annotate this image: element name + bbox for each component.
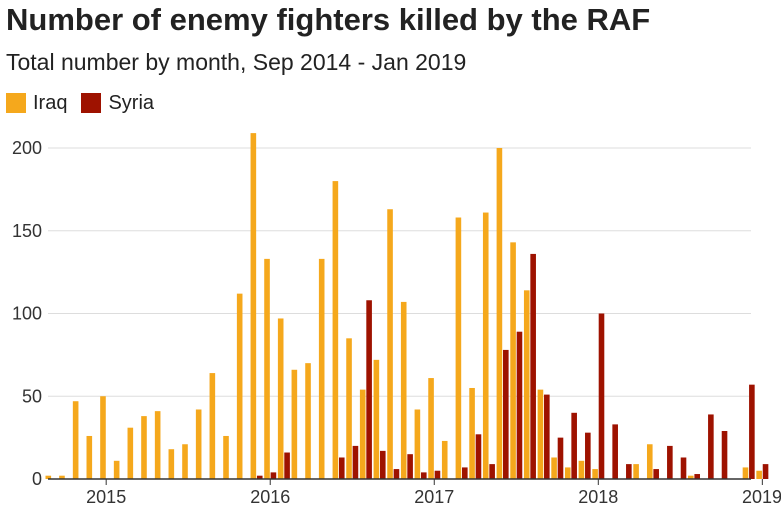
y-tick-label: 150 bbox=[12, 221, 42, 241]
bar-iraq-jan-2015 bbox=[100, 396, 106, 479]
legend-label-syria: Syria bbox=[108, 91, 155, 114]
y-tick-label: 200 bbox=[12, 138, 42, 158]
bar-iraq-dec-2015 bbox=[250, 133, 257, 480]
bar-syria-oct-2017 bbox=[557, 437, 564, 480]
bar-iraq-jan-2018 bbox=[592, 469, 598, 479]
x-tick-label: 2017 bbox=[414, 487, 454, 507]
bar-iraq-may-2016 bbox=[318, 258, 325, 479]
bar-iraq-sep-2016 bbox=[373, 359, 380, 479]
bar-iraq-nov-2015 bbox=[236, 293, 243, 479]
bar-syria-aug-2018 bbox=[694, 474, 700, 479]
bar-iraq-may-2015 bbox=[154, 411, 161, 479]
bar-iraq-oct-2014 bbox=[59, 475, 65, 479]
bar-syria-aug-2016 bbox=[366, 300, 372, 479]
bar-iraq-aug-2017 bbox=[523, 290, 530, 479]
legend-item-syria: Syria bbox=[81, 92, 154, 115]
bar-iraq-apr-2017 bbox=[469, 387, 475, 480]
bar-iraq-sep-2017 bbox=[537, 389, 544, 479]
bar-iraq-feb-2017 bbox=[441, 440, 448, 479]
bar-iraq-jun-2016 bbox=[332, 181, 339, 479]
bar-iraq-feb-2016 bbox=[277, 318, 284, 479]
bar-iraq-mar-2017 bbox=[455, 217, 462, 479]
bar-syria-nov-2016 bbox=[407, 454, 413, 479]
bar-iraq-aug-2015 bbox=[195, 409, 202, 479]
bar-iraq-mar-2015 bbox=[127, 427, 134, 479]
bar-iraq-oct-2016 bbox=[387, 209, 393, 480]
bar-syria-dec-2018 bbox=[749, 384, 755, 479]
bar-iraq-jun-2017 bbox=[496, 148, 503, 479]
bar-iraq-jan-2017 bbox=[428, 378, 434, 479]
bar-syria-jan-2016 bbox=[270, 472, 277, 479]
bar-syria-apr-2017 bbox=[475, 434, 482, 479]
bar-syria-feb-2018 bbox=[612, 424, 618, 479]
bar-iraq-aug-2018 bbox=[687, 475, 694, 479]
bar-iraq-apr-2016 bbox=[305, 363, 311, 479]
bar-iraq-nov-2017 bbox=[564, 467, 571, 480]
bar-syria-jul-2017 bbox=[516, 331, 523, 479]
bar-iraq-dec-2014 bbox=[86, 435, 93, 479]
bar-iraq-jun-2015 bbox=[168, 449, 175, 479]
bar-iraq-jan-2016 bbox=[264, 258, 270, 479]
legend-swatch-syria bbox=[81, 93, 102, 113]
bar-syria-mar-2017 bbox=[462, 467, 468, 480]
bar-syria-jul-2018 bbox=[680, 457, 687, 480]
x-tick-label: 2018 bbox=[578, 487, 618, 507]
bar-iraq-dec-2017 bbox=[578, 460, 585, 480]
bar-iraq-apr-2018 bbox=[633, 464, 639, 479]
legend-item-iraq: Iraq bbox=[6, 92, 67, 115]
chart-title: Number of enemy fighters killed by the R… bbox=[6, 2, 651, 37]
bar-iraq-oct-2015 bbox=[223, 435, 229, 479]
bar-syria-sep-2016 bbox=[379, 450, 386, 480]
bar-iraq-dec-2018 bbox=[742, 467, 749, 480]
bar-syria-sep-2018 bbox=[708, 414, 714, 479]
y-tick-label: 0 bbox=[32, 469, 42, 489]
bar-iraq-apr-2015 bbox=[141, 416, 147, 479]
bar-syria-dec-2015 bbox=[256, 475, 263, 479]
bar-syria-jun-2017 bbox=[503, 349, 509, 479]
legend: Iraq Syria bbox=[6, 90, 168, 116]
bar-syria-aug-2017 bbox=[530, 253, 536, 479]
bar-syria-jan-2019 bbox=[762, 464, 769, 479]
x-tick-label: 2019 bbox=[742, 487, 781, 507]
bar-syria-may-2018 bbox=[653, 469, 659, 479]
bar-syria-feb-2016 bbox=[284, 452, 290, 479]
bar-syria-may-2017 bbox=[489, 464, 495, 479]
y-tick-label: 50 bbox=[22, 386, 42, 406]
bar-iraq-jul-2017 bbox=[510, 242, 516, 479]
x-tick-label: 2015 bbox=[86, 487, 126, 507]
bar-iraq-sep-2014 bbox=[45, 475, 52, 479]
bar-syria-dec-2017 bbox=[585, 432, 591, 479]
bar-iraq-aug-2016 bbox=[359, 389, 366, 479]
bar-iraq-nov-2016 bbox=[400, 301, 407, 479]
bar-syria-jun-2016 bbox=[338, 457, 345, 480]
bar-iraq-dec-2016 bbox=[414, 409, 421, 479]
bar-iraq-sep-2015 bbox=[209, 373, 216, 479]
legend-swatch-iraq bbox=[6, 93, 26, 113]
bar-syria-oct-2016 bbox=[393, 469, 400, 479]
bar-iraq-oct-2017 bbox=[551, 457, 557, 480]
y-tick-label: 100 bbox=[12, 304, 42, 324]
bar-syria-jan-2017 bbox=[434, 470, 441, 480]
bar-iraq-mar-2016 bbox=[291, 369, 298, 479]
bar-syria-jan-2018 bbox=[598, 313, 605, 479]
chart-subtitle: Total number by month, Sep 2014 - Jan 20… bbox=[6, 49, 467, 75]
bar-iraq-jan-2019 bbox=[756, 470, 762, 480]
bar-syria-jun-2018 bbox=[667, 445, 673, 479]
bar-syria-oct-2018 bbox=[721, 431, 728, 479]
bar-iraq-may-2018 bbox=[646, 444, 653, 480]
bar-syria-jul-2016 bbox=[352, 445, 359, 479]
bar-syria-nov-2017 bbox=[571, 412, 577, 479]
bar-syria-dec-2016 bbox=[420, 472, 427, 479]
bar-iraq-jul-2015 bbox=[182, 444, 188, 480]
bar-iraq-may-2017 bbox=[482, 212, 489, 480]
bar-syria-sep-2017 bbox=[544, 394, 550, 480]
bar-iraq-feb-2015 bbox=[113, 460, 120, 480]
legend-label-iraq: Iraq bbox=[33, 91, 68, 114]
bar-iraq-nov-2014 bbox=[72, 401, 79, 479]
bar-iraq-jul-2016 bbox=[346, 338, 352, 479]
bar-syria-mar-2018 bbox=[626, 464, 632, 479]
x-tick-label: 2016 bbox=[250, 487, 290, 507]
